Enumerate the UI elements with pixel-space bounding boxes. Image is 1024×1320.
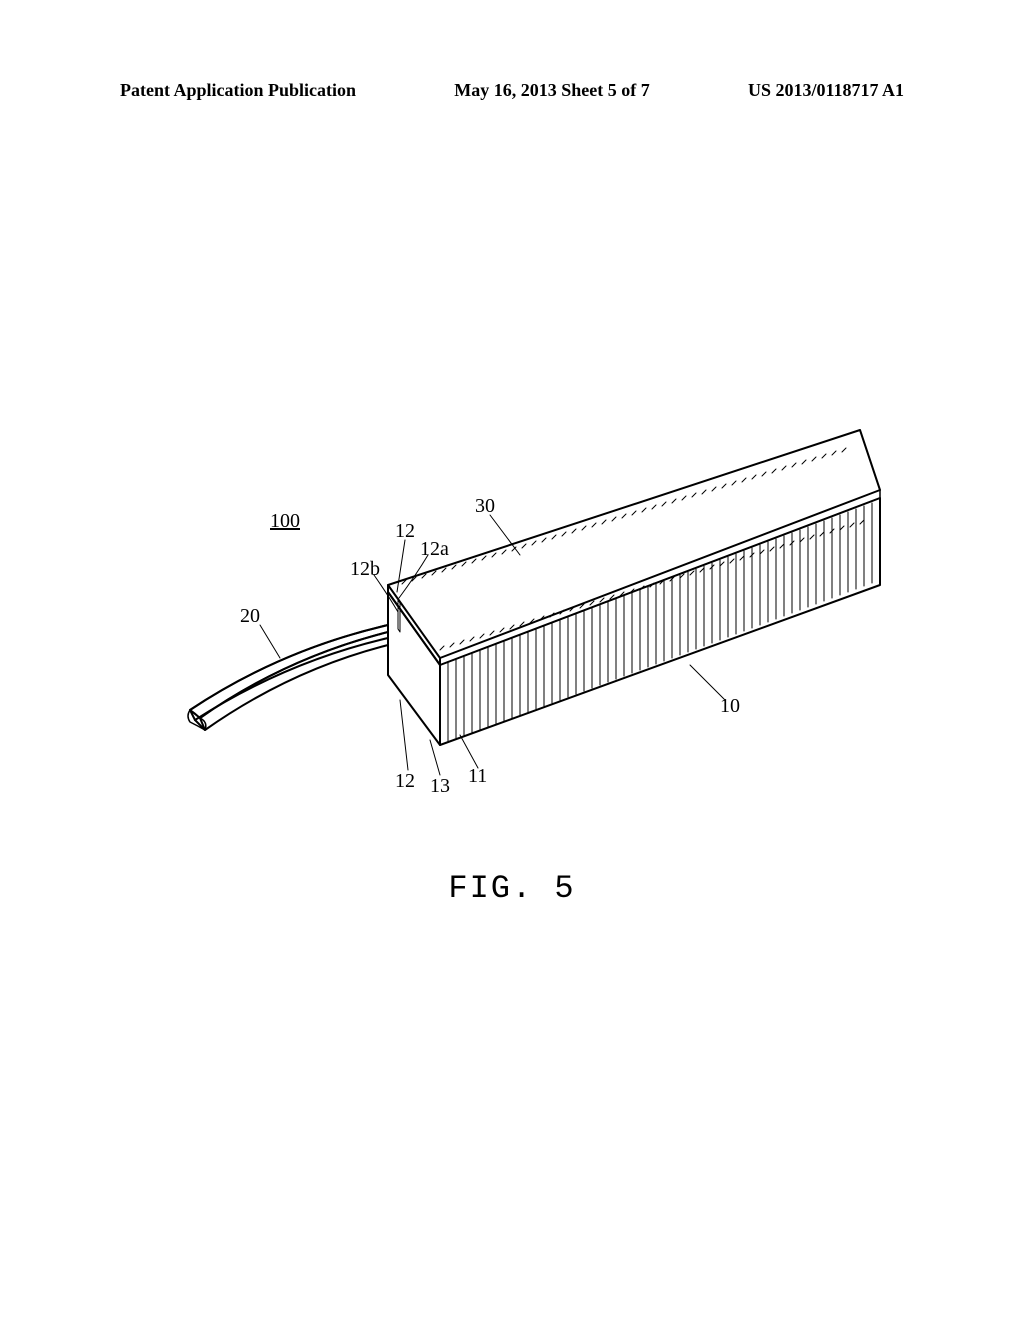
page-header: Patent Application Publication May 16, 2… (0, 80, 1024, 101)
figure-5: 100 30 12 12a 12b 20 10 11 13 12 (140, 400, 900, 880)
ref-10: 10 (720, 695, 740, 718)
ref-13: 13 (430, 775, 450, 798)
figure-caption: FIG. 5 (0, 870, 1024, 907)
ref-12a: 12a (420, 538, 449, 561)
ref-12-top: 12 (395, 520, 415, 543)
ref-100: 100 (270, 510, 300, 533)
ref-12-bot: 12 (395, 770, 415, 793)
header-center: May 16, 2013 Sheet 5 of 7 (454, 80, 649, 101)
ref-20: 20 (240, 605, 260, 628)
header-left: Patent Application Publication (120, 80, 356, 101)
ref-30: 30 (475, 495, 495, 518)
header-right: US 2013/0118717 A1 (748, 80, 904, 101)
ref-11: 11 (468, 765, 487, 788)
ref-12b: 12b (350, 558, 380, 581)
patent-drawing (140, 400, 900, 880)
